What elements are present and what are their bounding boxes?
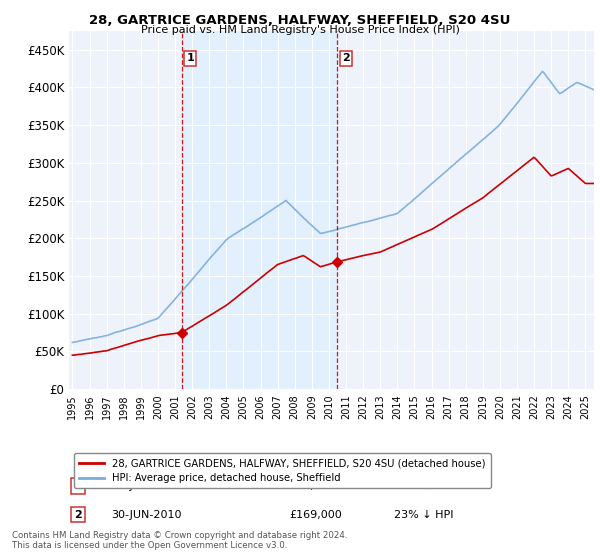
Text: £169,000: £169,000 [290, 510, 342, 520]
Text: 1: 1 [187, 53, 194, 63]
Text: 28, GARTRICE GARDENS, HALFWAY, SHEFFIELD, S20 4SU: 28, GARTRICE GARDENS, HALFWAY, SHEFFIELD… [89, 14, 511, 27]
Legend: 28, GARTRICE GARDENS, HALFWAY, SHEFFIELD, S20 4SU (detached house), HPI: Average: 28, GARTRICE GARDENS, HALFWAY, SHEFFIELD… [74, 454, 491, 488]
Text: 27% ↓ HPI: 27% ↓ HPI [395, 481, 454, 491]
Text: Price paid vs. HM Land Registry's House Price Index (HPI): Price paid vs. HM Land Registry's House … [140, 25, 460, 35]
Text: 2: 2 [342, 53, 350, 63]
Text: 1: 1 [74, 481, 82, 491]
Bar [182, 31, 337, 389]
Text: 30-JUN-2010: 30-JUN-2010 [111, 510, 182, 520]
Text: Contains HM Land Registry data © Crown copyright and database right 2024.
This d: Contains HM Land Registry data © Crown c… [12, 530, 347, 550]
Text: 05-JUN-2001: 05-JUN-2001 [111, 481, 182, 491]
Text: 23% ↓ HPI: 23% ↓ HPI [395, 510, 454, 520]
Text: £75,000: £75,000 [290, 481, 335, 491]
Text: 2: 2 [74, 510, 82, 520]
